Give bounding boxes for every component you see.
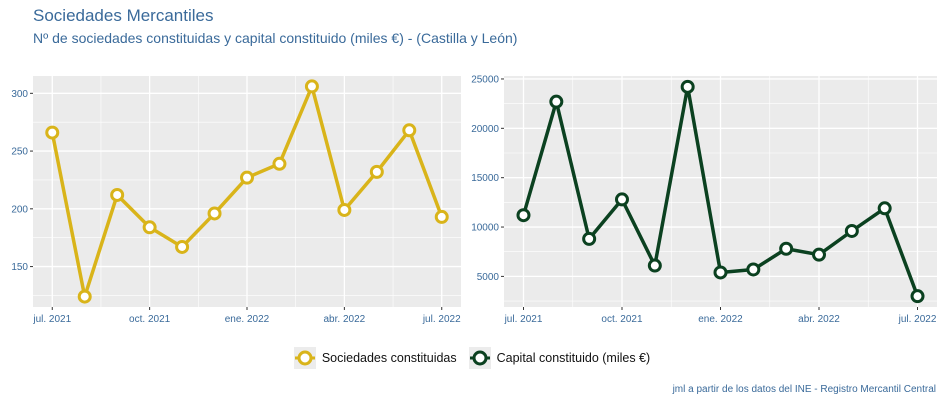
data-point [207, 206, 222, 221]
data-point [240, 170, 254, 185]
data-point [713, 265, 728, 280]
tick-label-x: ene. 2022 [698, 314, 743, 325]
tick-label-x: abr. 2022 [798, 314, 840, 325]
legend-label-sociedades: Sociedades constituidas [321, 351, 457, 365]
legend-key-capital [468, 347, 491, 369]
tick-label-y: 20000 [471, 124, 499, 135]
data-point [175, 239, 190, 254]
legend-item-sociedades: Sociedades constituidas [293, 347, 457, 369]
chart-title: Sociedades Mercantiles [33, 6, 214, 25]
data-point [844, 223, 859, 238]
data-point [142, 220, 157, 235]
data-point [434, 209, 449, 224]
data-point [647, 258, 662, 273]
source-caption: jml a partir de los datos del INE - Regi… [672, 384, 936, 395]
tick-label-y: 250 [11, 147, 28, 158]
data-point [779, 241, 794, 256]
data-point [910, 289, 925, 304]
data-point [337, 202, 352, 217]
data-point [516, 208, 531, 223]
tick-label-y: 300 [11, 89, 28, 100]
tick-label-y: 5000 [477, 272, 500, 283]
data-point [877, 201, 892, 216]
data-point [614, 192, 629, 207]
tick-label-x: jul. 2022 [422, 314, 461, 325]
panel-0: 150 200 250 300 jul. 2021 oct. 2021 ene. 2022 a… [11, 76, 461, 325]
data-point [272, 156, 287, 171]
data-point [812, 247, 827, 262]
data-point [110, 187, 125, 202]
tick-label-y: 25000 [471, 74, 499, 85]
data-point [582, 231, 597, 246]
data-point [549, 94, 564, 109]
data-point [402, 123, 417, 138]
legend-key-sociedades [293, 347, 316, 369]
chart-subtitle: Nº de sociedades constituidas y capital … [33, 30, 518, 46]
data-point [746, 262, 761, 277]
tick-label-y: 200 [11, 204, 28, 215]
tick-label-y: 150 [11, 262, 28, 273]
tick-label-x: oct. 2021 [129, 314, 171, 325]
tick-label-x: abr. 2022 [324, 314, 366, 325]
tick-label-x: jul. 2021 [32, 314, 71, 325]
data-point [304, 79, 319, 94]
tick-label-y: 10000 [471, 223, 499, 234]
data-point [369, 164, 384, 179]
tick-label-x: oct. 2021 [601, 314, 643, 325]
tick-label-x: jul. 2021 [504, 314, 543, 325]
legend-item-capital: Capital constituido (miles €) [468, 347, 651, 369]
charts-svg: 150 200 250 300 jul. 2021 oct. 2021 ene. 2022 a… [11, 74, 937, 325]
tick-label-x: ene. 2022 [225, 314, 270, 325]
tick-label-y: 15000 [471, 173, 499, 184]
data-point [77, 289, 92, 304]
legend-label-capital: Capital constituido (miles €) [496, 351, 651, 365]
data-point [680, 79, 695, 94]
data-point [45, 125, 60, 140]
tick-label-x: jul. 2022 [898, 314, 937, 325]
legend: Sociedades constituidas Capital constitu… [0, 347, 944, 369]
panel-1: 5000 10000 15000 20000 25000 jul. 2021 oct. 20… [471, 74, 937, 325]
